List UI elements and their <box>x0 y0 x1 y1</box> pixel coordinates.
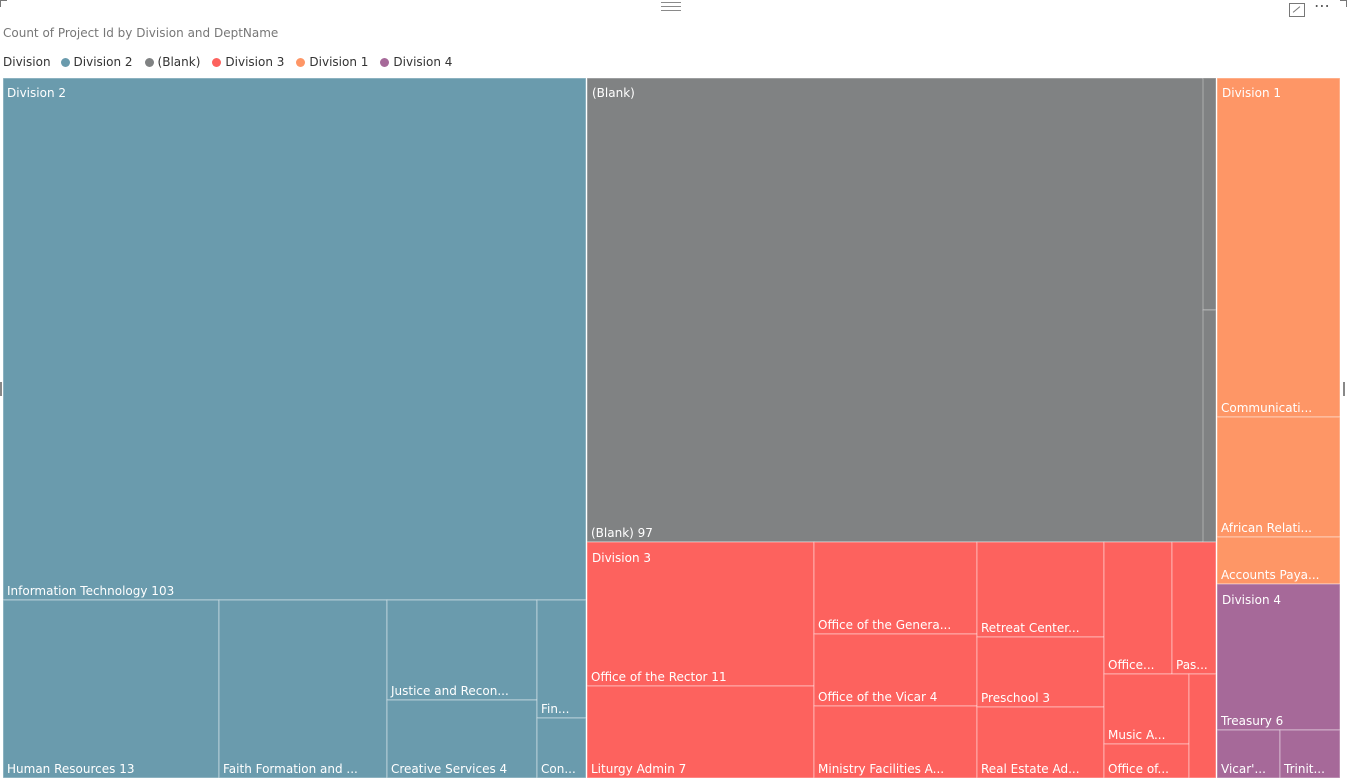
treemap-tile[interactable] <box>1216 77 1341 418</box>
legend-label: Division 4 <box>393 55 453 69</box>
treemap-tile[interactable] <box>976 636 1105 708</box>
tile-label: Preschool 3 <box>981 691 1050 705</box>
visual-header: ⋯ <box>0 0 1349 22</box>
legend-dot <box>380 57 390 67</box>
legend-label: (Blank) <box>157 55 201 69</box>
treemap-tile[interactable] <box>536 717 587 778</box>
treemap-group[interactable]: Information Technology 103 Human Resource… <box>2 77 587 778</box>
focus-mode-icon[interactable] <box>1289 3 1305 17</box>
treemap-tile[interactable] <box>976 541 1105 638</box>
treemap-tile[interactable] <box>1216 729 1281 778</box>
treemap-tile[interactable] <box>1216 536 1341 585</box>
treemap-tile[interactable] <box>386 699 538 778</box>
treemap-tile[interactable] <box>813 705 978 778</box>
group-label: Division 4 <box>1222 593 1281 607</box>
tile-label: Accounts Paya... <box>1221 568 1319 582</box>
tile-label: Office of the Genera... <box>818 618 951 632</box>
tile-label: Pas... <box>1176 658 1208 672</box>
group-label: Division 1 <box>1222 86 1281 100</box>
treemap-tile[interactable] <box>586 685 815 778</box>
legend-label: Division 3 <box>225 55 285 69</box>
treemap-tile[interactable] <box>586 77 1217 543</box>
more-options-icon[interactable]: ⋯ <box>1314 0 1331 15</box>
legend-dot <box>296 57 306 67</box>
treemap-group[interactable]: Treasury 6 Vicar'... Trinit... Division 4 <box>1216 583 1341 778</box>
legend-dot <box>212 57 222 67</box>
tile-label: African Relati... <box>1221 521 1312 535</box>
treemap-tile[interactable] <box>1103 743 1190 778</box>
legend-item[interactable]: (Blank) <box>144 55 201 69</box>
treemap-tile[interactable] <box>2 599 220 778</box>
treemap-tile[interactable] <box>976 706 1105 778</box>
tile-label: Office of... <box>1108 762 1169 776</box>
tile-label: Ministry Facilities A... <box>818 762 944 776</box>
treemap-group[interactable]: Office of the Rector 11 Liturgy Admin 7 Of… <box>586 541 1217 778</box>
legend-item[interactable]: Division 4 <box>380 55 452 69</box>
tile-label: Office... <box>1108 658 1154 672</box>
treemap-tile-sliver[interactable] <box>1188 673 1217 778</box>
tile-label: Trinit... <box>1283 762 1325 776</box>
resize-corner-top-right[interactable] <box>1340 0 1347 7</box>
tile-label: Office of the Rector 11 <box>591 670 727 684</box>
legend-dot <box>60 57 70 67</box>
treemap-tile[interactable] <box>1216 583 1341 731</box>
tile-label: Liturgy Admin 7 <box>591 762 686 776</box>
legend-item[interactable]: Division 3 <box>212 55 284 69</box>
treemap-tile[interactable] <box>1216 416 1341 538</box>
tile-label: Justice and Recon... <box>390 684 509 698</box>
tile-label: Vicar'... <box>1221 762 1266 776</box>
treemap-tile[interactable] <box>536 599 587 719</box>
legend-label: Division 1 <box>309 55 369 69</box>
legend-item[interactable]: Division 2 <box>60 55 133 69</box>
treemap-tile[interactable] <box>1171 541 1217 675</box>
treemap-tile[interactable] <box>813 541 978 635</box>
chart-title: Count of Project Id by Division and Dept… <box>3 26 279 40</box>
group-label: (Blank) <box>592 86 635 100</box>
tile-label: (Blank) 97 <box>591 526 653 540</box>
tile-label: Retreat Center... <box>981 621 1080 635</box>
tile-label: Fin... <box>541 702 569 716</box>
tile-label: Music A... <box>1108 728 1165 742</box>
treemap-tile[interactable] <box>813 633 978 707</box>
legend-item[interactable]: Division 1 <box>296 55 368 69</box>
treemap-tile[interactable] <box>586 541 815 687</box>
resize-corner-top-left[interactable] <box>0 0 7 7</box>
tile-label: Con... <box>541 762 576 776</box>
legend-title: Division <box>3 55 51 69</box>
legend-dot <box>144 57 154 67</box>
treemap-tile[interactable] <box>1279 729 1341 778</box>
treemap-tile[interactable] <box>1103 673 1190 745</box>
resize-handle-left[interactable] <box>0 382 2 396</box>
tile-label: Human Resources 13 <box>7 762 134 776</box>
treemap-tile[interactable] <box>218 599 388 778</box>
group-label: Division 3 <box>592 551 651 565</box>
treemap-group[interactable]: (Blank) 97 (Blank) <box>586 77 1217 543</box>
legend-label: Division 2 <box>73 55 133 69</box>
treemap-tile-sliver[interactable] <box>1202 77 1217 311</box>
tile-label: Creative Services 4 <box>391 762 507 776</box>
treemap-tile-sliver[interactable] <box>1202 309 1217 543</box>
tile-label: Office of the Vicar 4 <box>818 690 937 704</box>
resize-handle-right[interactable] <box>1343 382 1345 396</box>
treemap-tile[interactable] <box>2 77 587 601</box>
drag-handle-icon[interactable] <box>661 2 681 12</box>
treemap-tile[interactable] <box>1103 541 1173 675</box>
tile-label: Communicati... <box>1221 401 1312 415</box>
tile-label: Real Estate Ad... <box>981 762 1080 776</box>
group-label: Division 2 <box>7 86 66 100</box>
treemap-group[interactable]: Communicati... African Relati... Accounts … <box>1216 77 1341 585</box>
tile-label: Information Technology 103 <box>7 584 174 598</box>
legend: Division Division 2 (Blank) Division 3 Divi… <box>3 54 464 70</box>
tile-label: Faith Formation and ... <box>223 762 358 776</box>
tile-label: Treasury 6 <box>1220 714 1283 728</box>
